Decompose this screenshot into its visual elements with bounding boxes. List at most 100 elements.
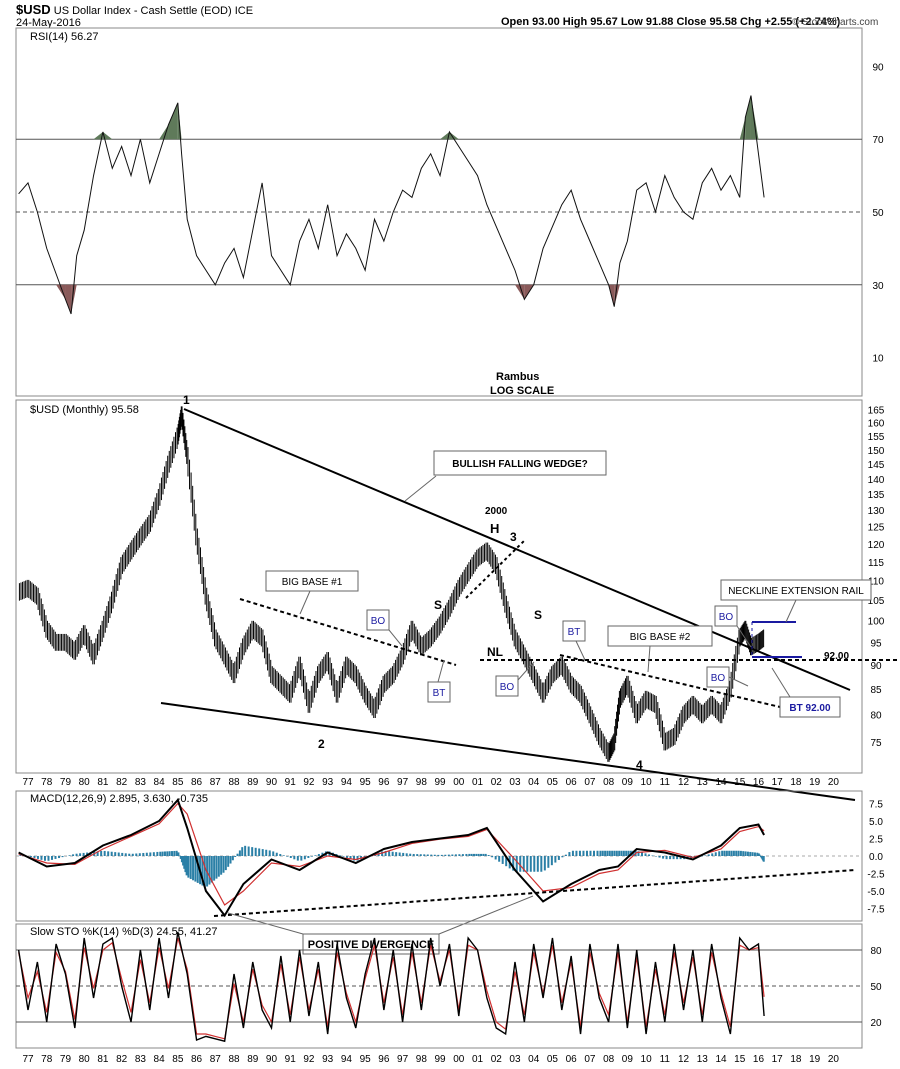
x-tick-01: 01 <box>472 777 484 788</box>
bo-callout-2-pointer <box>517 661 535 681</box>
log-scale-label: LOG SCALE <box>490 385 554 397</box>
x-tick-bottom-00: 00 <box>453 1054 465 1065</box>
x-tick-bottom-84: 84 <box>154 1054 166 1065</box>
price-tick-140: 140 <box>868 475 885 486</box>
rsi-overbought-fill <box>93 131 103 140</box>
price-tick-115: 115 <box>868 558 884 569</box>
wedge-callout-pointer <box>404 475 437 502</box>
bt-callout-1-pointer <box>437 659 445 683</box>
x-tick-bottom-87: 87 <box>210 1054 222 1065</box>
price-tick-90: 90 <box>870 661 882 672</box>
x-tick-bottom-18: 18 <box>790 1054 802 1065</box>
x-tick-09: 09 <box>622 777 634 788</box>
wedge-upper-trendline <box>183 408 851 691</box>
price-tick-120: 120 <box>868 540 885 551</box>
x-tick-bottom-83: 83 <box>135 1054 147 1065</box>
x-tick-11: 11 <box>660 777 671 788</box>
neckline-extension-callout: NECKLINE EXTENSION RAIL <box>728 586 864 597</box>
x-tick-82: 82 <box>116 777 128 788</box>
positive-divergence-label: POSITIVE DIVERGENCE <box>308 939 435 951</box>
x-tick-bottom-94: 94 <box>341 1054 353 1065</box>
bt-callout-2: BT <box>568 627 581 638</box>
x-tick-bottom-98: 98 <box>416 1054 428 1065</box>
price-tick-95: 95 <box>870 638 882 649</box>
rsi-label: RSI(14) 56.27 <box>30 31 98 43</box>
bo-callout-2-box <box>495 675 519 697</box>
point-4-label: 4 <box>636 758 643 772</box>
bt-callout-2-box <box>562 620 586 642</box>
x-tick-15: 15 <box>734 777 746 788</box>
x-tick-13: 13 <box>697 777 709 788</box>
bt-callout-1-box <box>427 681 451 703</box>
x-tick-bottom-78: 78 <box>41 1054 53 1065</box>
rsi-overbought-fill <box>102 131 113 140</box>
macd-tick-2.5: 2.5 <box>869 835 883 846</box>
x-tick-90: 90 <box>266 777 278 788</box>
price-tick-160: 160 <box>868 419 885 430</box>
x-tick-bottom-10: 10 <box>641 1054 653 1065</box>
x-tick-93: 93 <box>322 777 334 788</box>
big-base-2-pointer <box>647 645 651 673</box>
x-tick-bottom-97: 97 <box>397 1054 409 1065</box>
price-tick-80: 80 <box>870 711 882 722</box>
bo-callout-1-box <box>366 609 390 631</box>
x-tick-80: 80 <box>79 777 91 788</box>
x-axis-bottom: 77 78 79 80 81 82 83 84 85 86 87 88 89 90 91 92 93 94 95 96… <box>22 1054 839 1065</box>
x-tick-bottom-13: 13 <box>697 1054 709 1065</box>
price-tick-130: 130 <box>868 506 885 517</box>
stochastic-label: Slow STO %K(14) %D(3) 24.55, 41.27 <box>30 926 218 938</box>
rsi-overbought-fill <box>159 124 169 140</box>
rsi-oversold-fill <box>514 284 525 300</box>
macd-line <box>18 798 765 918</box>
x-tick-88: 88 <box>228 777 240 788</box>
instrument-name: US Dollar Index - Cash Settle (EOD) <box>53 5 232 17</box>
x-tick-bottom-80: 80 <box>79 1054 91 1065</box>
x-tick-bottom-17: 17 <box>772 1054 784 1065</box>
price-tick-125: 125 <box>868 523 885 534</box>
x-tick-05: 05 <box>547 777 559 788</box>
macd-label-text: MACD(12,26,9) 2.895, 3.630, -0.735 <box>30 793 208 805</box>
x-tick-bottom-82: 82 <box>116 1054 128 1065</box>
big-base-1-trendline <box>239 598 457 666</box>
bo-callout-4: BO <box>719 612 734 623</box>
bo-callout-1: BO <box>371 616 386 627</box>
bo-callout-4-box <box>714 605 738 627</box>
level-92-label: 92.00 <box>824 651 849 662</box>
x-tick-bottom-96: 96 <box>378 1054 390 1065</box>
x-tick-85: 85 <box>172 777 184 788</box>
x-tick-07: 07 <box>584 777 596 788</box>
x-tick-bottom-77: 77 <box>22 1054 34 1065</box>
x-tick-bottom-05: 05 <box>547 1054 559 1065</box>
x-tick-00: 00 <box>453 777 465 788</box>
rsi-overbought-fill <box>440 131 450 140</box>
x-tick-bottom-11: 11 <box>660 1054 671 1065</box>
sto-tick-20: 20 <box>870 1018 882 1029</box>
x-tick-bottom-08: 08 <box>603 1054 615 1065</box>
macd-tick--7.5: -7.5 <box>867 905 885 916</box>
x-tick-bottom-91: 91 <box>285 1054 297 1065</box>
symbol: $USD <box>16 2 51 17</box>
rsi-tick-10: 10 <box>872 354 884 365</box>
x-tick-bottom-09: 09 <box>622 1054 634 1065</box>
bt-92-callout-box <box>779 696 841 718</box>
neckline-extension-pointer <box>785 599 797 623</box>
price-tick-110: 110 <box>868 576 884 587</box>
price-panel: $USD (Monthly) 95.58 1651601551501451401… <box>15 393 900 801</box>
x-tick-bottom-86: 86 <box>191 1054 203 1065</box>
exchange: ICE <box>234 5 254 17</box>
bt-92-callout: BT 92.00 <box>789 703 831 714</box>
rsi-tick-30: 30 <box>872 281 884 292</box>
price-tick-150: 150 <box>868 446 885 457</box>
divergence-pointer-right <box>438 895 534 935</box>
x-tick-20: 20 <box>828 777 840 788</box>
x-tick-91: 91 <box>285 777 297 788</box>
x-tick-bottom-93: 93 <box>322 1054 334 1065</box>
big-base-2-callout: BIG BASE #2 <box>630 632 691 643</box>
price-tick-165: 165 <box>868 406 885 417</box>
wedge-callout-box <box>433 450 607 476</box>
macd-label: MACD(12,26,9) 2.895, 3.630, -0.735 <box>30 793 208 805</box>
price-tick-135: 135 <box>868 490 885 501</box>
bo-callout-4-pointer <box>736 625 752 648</box>
chart-date: 24-May-2016 <box>16 17 81 29</box>
x-tick-97: 97 <box>397 777 409 788</box>
